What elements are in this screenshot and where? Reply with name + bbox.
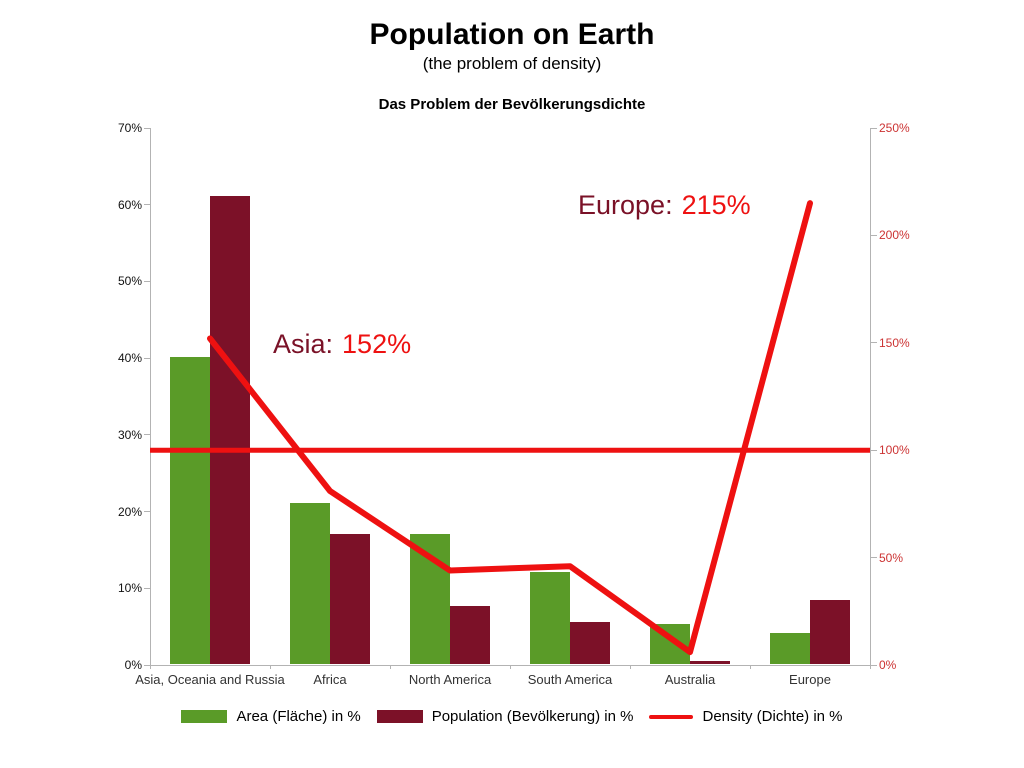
y-axis-label-left: 70% [117, 121, 142, 135]
population-swatch-icon [376, 710, 423, 723]
y-axis-tick-left [144, 434, 150, 436]
annotation-europe-density: Europe: 215% [578, 192, 751, 219]
y-axis-tick-right [870, 127, 877, 129]
y-axis-tick-right [870, 342, 877, 344]
y-axis-tick-right [870, 557, 877, 559]
x-axis-label: South America [527, 672, 613, 687]
y-axis-left [150, 128, 151, 665]
y-axis-label-right: 0% [879, 658, 897, 672]
title-block: Population on Earth (the problem of dens… [0, 18, 1024, 113]
y-axis-label-left: 60% [117, 197, 142, 212]
annotation-europe-value: 215% [681, 190, 751, 220]
chart-subtitle-german: Das Problem der Bevölkerungsdichte [378, 96, 646, 113]
y-axis-label-right: 100% [879, 443, 910, 458]
y-axis-tick-right [870, 664, 877, 666]
x-axis-tick [510, 665, 511, 669]
y-axis-right [870, 128, 871, 665]
density-line-layer [150, 200, 870, 656]
legend-item-density: Density (Dichte) in % [649, 708, 843, 725]
bar-area-1 [170, 357, 210, 664]
y-axis-tick-right [870, 449, 877, 451]
x-axis-label: Africa [313, 672, 347, 687]
bar-population-2 [330, 533, 370, 664]
annotation-asia-label: Asia: [273, 329, 334, 359]
y-axis-label-left: 50% [117, 274, 142, 289]
legend: Area (Fläche) in % Population (Bevölkeru… [0, 708, 1024, 725]
legend-label-density: Density (Dichte) in % [702, 708, 843, 725]
y-axis-label-left: 20% [117, 504, 142, 519]
legend-label-population: Population (Bevölkerung) in % [431, 708, 634, 725]
x-axis-tick [870, 665, 871, 669]
y-axis-label-left: 40% [117, 351, 142, 366]
bar-population-6 [810, 600, 850, 664]
annotation-asia-density: Asia: 152% [273, 331, 411, 358]
annotation-europe-label: Europe: [578, 190, 673, 220]
y-axis-tick-left [144, 280, 150, 282]
y-axis-tick-left [144, 511, 150, 513]
chart-title: Population on Earth [369, 18, 655, 51]
y-axis-tick-left [144, 587, 150, 589]
bar-population-5 [690, 660, 730, 664]
bar-population-4 [570, 621, 610, 664]
x-axis-tick [750, 665, 751, 669]
y-axis-label-right: 50% [879, 550, 904, 565]
x-axis-tick [150, 665, 151, 669]
y-axis-tick-left [144, 127, 150, 129]
x-axis-label: Asia, Oceania and Russia [135, 672, 285, 687]
area-swatch-icon [181, 710, 228, 723]
bar-population-3 [450, 606, 490, 664]
x-axis-tick [270, 665, 271, 669]
x-axis-tick [390, 665, 391, 669]
y-axis-label-right: 150% [879, 335, 910, 350]
plot-area: Asia: 152% Europe: 215% 0% 10% 20% 30% 40% 50% 6… [118, 121, 910, 687]
x-axis-tick [630, 665, 631, 669]
y-axis-tick-left [144, 357, 150, 359]
x-axis-label: Australia [664, 672, 716, 687]
bar-area-4 [530, 571, 570, 664]
density-line-swatch-icon [649, 714, 694, 719]
bar-area-2 [290, 502, 330, 664]
annotation-asia-value: 152% [342, 329, 412, 359]
bar-population-1 [210, 196, 250, 664]
bar-area-6 [770, 633, 810, 664]
legend-label-area: Area (Fläche) in % [236, 708, 361, 725]
y-axis-label-left: 30% [117, 427, 142, 442]
y-axis-label-right: 250% [879, 121, 910, 135]
y-axis-label-left: 10% [117, 581, 142, 596]
y-axis-tick-left [144, 204, 150, 206]
chart-subtitle: (the problem of density) [422, 54, 602, 73]
legend-item-area: Area (Fläche) in % [181, 708, 361, 725]
y-axis-label-left: 0% [124, 658, 142, 672]
x-axis-label: Europe [789, 672, 831, 687]
y-axis-tick-left [144, 664, 150, 666]
density-line [207, 200, 813, 656]
y-axis-label-right: 200% [879, 228, 910, 243]
y-axis-tick-right [870, 234, 877, 236]
x-axis-label: North America [408, 672, 492, 687]
legend-item-population: Population (Bevölkerung) in % [376, 708, 634, 725]
